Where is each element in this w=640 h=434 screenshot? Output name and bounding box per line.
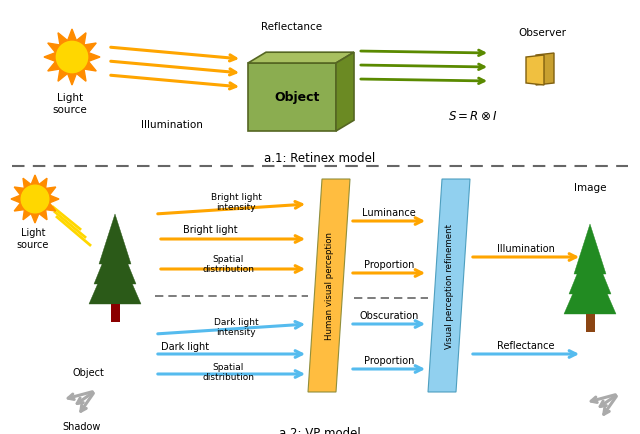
Text: Proportion: Proportion (364, 355, 414, 365)
Polygon shape (248, 64, 336, 132)
Polygon shape (99, 214, 131, 264)
Text: $S = R \otimes I$: $S = R \otimes I$ (448, 110, 498, 123)
Text: Observer: Observer (518, 28, 566, 38)
Polygon shape (428, 180, 470, 392)
Text: Dark light
intensity: Dark light intensity (214, 317, 259, 337)
Text: Spatial
distribution: Spatial distribution (202, 362, 254, 381)
Circle shape (21, 186, 49, 213)
Polygon shape (336, 53, 354, 132)
Polygon shape (11, 176, 59, 224)
Polygon shape (248, 53, 354, 64)
Text: Spatial
distribution: Spatial distribution (202, 254, 254, 274)
Polygon shape (526, 56, 544, 86)
Bar (586, 314, 595, 332)
Text: Light
source: Light source (17, 227, 49, 249)
Text: Shadow: Shadow (63, 421, 101, 431)
Text: Proportion: Proportion (364, 260, 414, 270)
Text: Dark light: Dark light (161, 341, 209, 351)
Text: Bright light
intensity: Bright light intensity (211, 193, 261, 212)
Polygon shape (89, 244, 141, 304)
Text: Illumination: Illumination (497, 243, 555, 253)
Polygon shape (569, 243, 611, 294)
Polygon shape (564, 254, 616, 314)
Text: Obscuration: Obscuration (359, 310, 419, 320)
Text: Light
source: Light source (52, 93, 88, 114)
Text: Object: Object (275, 91, 320, 104)
Polygon shape (44, 30, 100, 86)
Text: Human visual perception: Human visual perception (324, 232, 333, 340)
Circle shape (56, 42, 88, 73)
Text: Object: Object (72, 367, 104, 377)
Polygon shape (574, 224, 606, 274)
Text: Image: Image (573, 183, 606, 193)
Text: Bright light: Bright light (182, 224, 237, 234)
Text: Visual perception refinement: Visual perception refinement (445, 224, 454, 348)
Bar (111, 304, 120, 322)
Polygon shape (94, 233, 136, 284)
Polygon shape (308, 180, 350, 392)
Text: Illumination: Illumination (141, 120, 203, 130)
Text: Reflectance: Reflectance (497, 340, 555, 350)
Text: a.1: Retinex model: a.1: Retinex model (264, 151, 376, 164)
Text: Reflectance: Reflectance (261, 22, 323, 32)
Polygon shape (536, 54, 554, 86)
Text: a.2: VP model: a.2: VP model (279, 426, 361, 434)
Text: Luminance: Luminance (362, 207, 416, 217)
